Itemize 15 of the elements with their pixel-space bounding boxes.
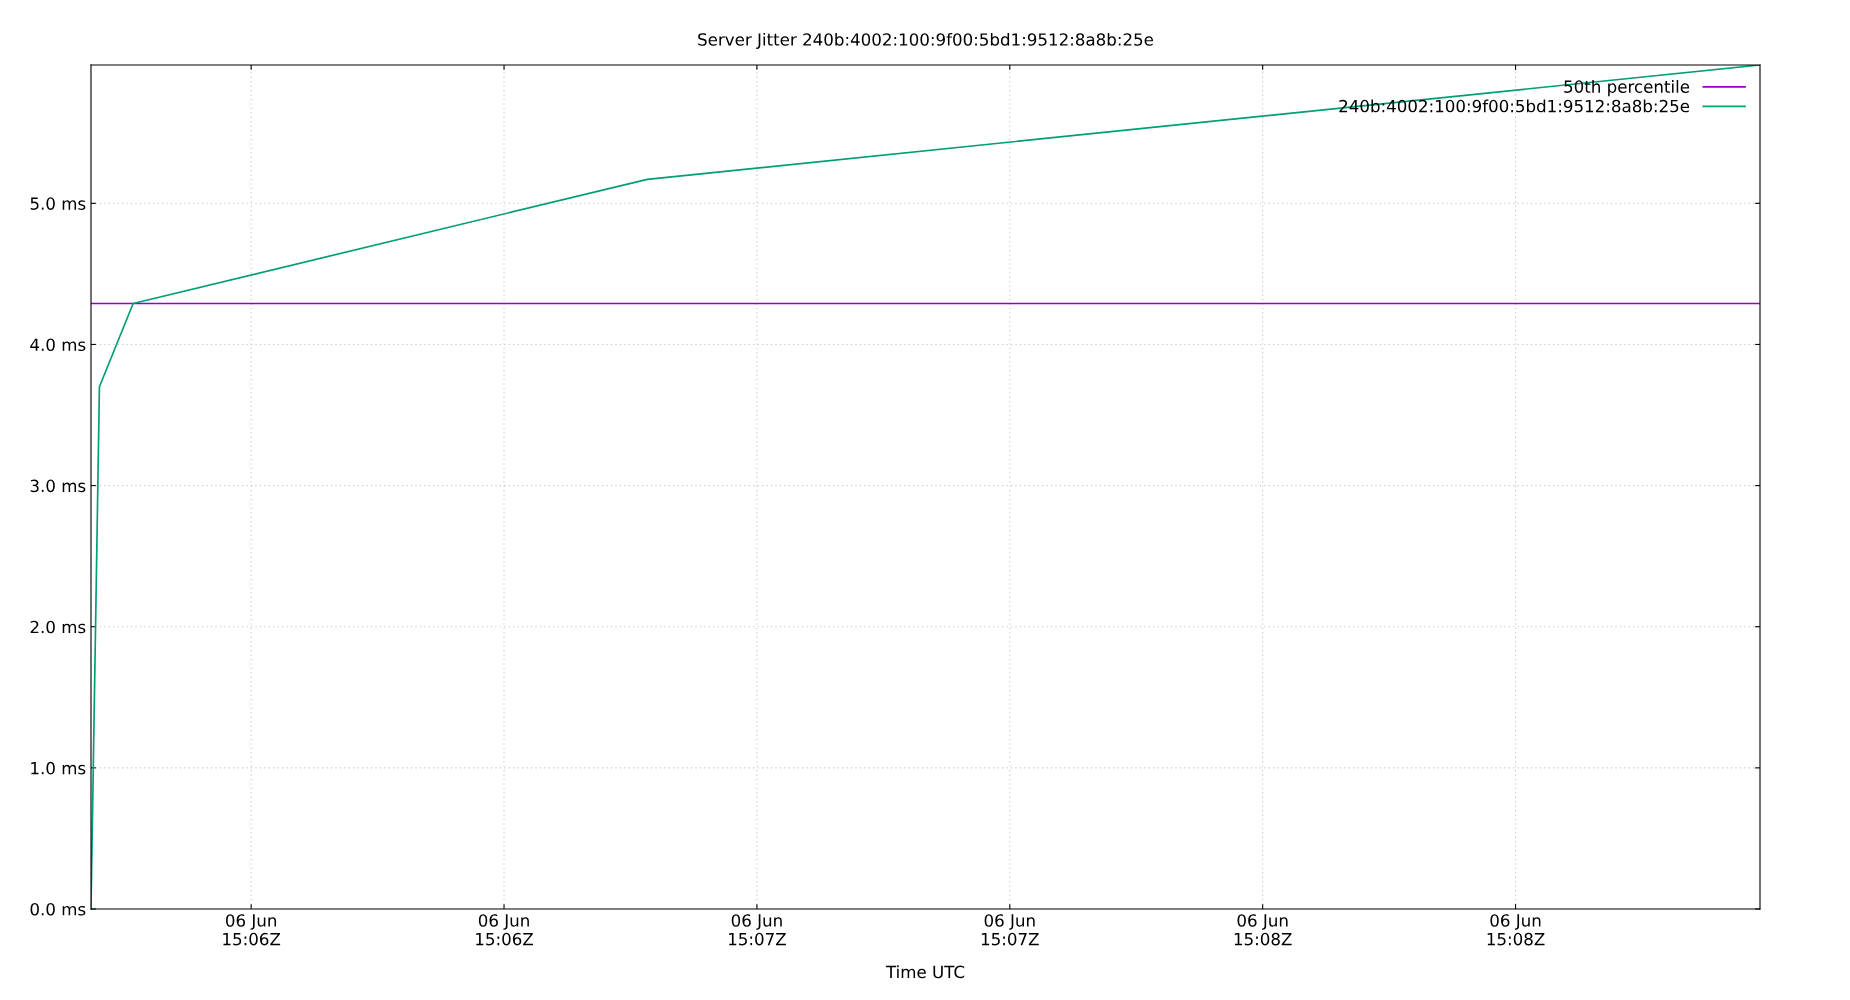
y-tick-label: 5.0 ms [30, 197, 86, 210]
x-axis-title: Time UTC [885, 965, 965, 979]
y-tick-label: 3.0 ms [30, 479, 86, 493]
x-tick-label: 06 Jun 15:07Z [981, 914, 1039, 946]
y-tick-label: 2.0 ms [30, 620, 86, 634]
chart-title: Server Jitter 240b:4002:100:9f00:5bd1:9512:8a8b:25e [698, 32, 1154, 49]
x-tick-label: 06 Jun 15:06Z [476, 914, 534, 946]
y-tick-label: 0.0 ms [30, 902, 86, 916]
y-tick-label: 1.0 ms [31, 761, 86, 775]
x-tick-label: 06 Jun 15:06Z [223, 914, 281, 946]
x-tick-label: 06 Jun 15:08Z [1234, 914, 1292, 946]
x-tick-label: 06 Jun 15:07Z [729, 914, 786, 946]
x-tick-label: 06 Jun 15:08Z [1487, 914, 1545, 946]
legend-label: 240b:4002:100:9f00:5bd1:9512:8a8b:25e [1339, 99, 1690, 113]
y-tick-label: 4.0 ms [30, 338, 86, 352]
